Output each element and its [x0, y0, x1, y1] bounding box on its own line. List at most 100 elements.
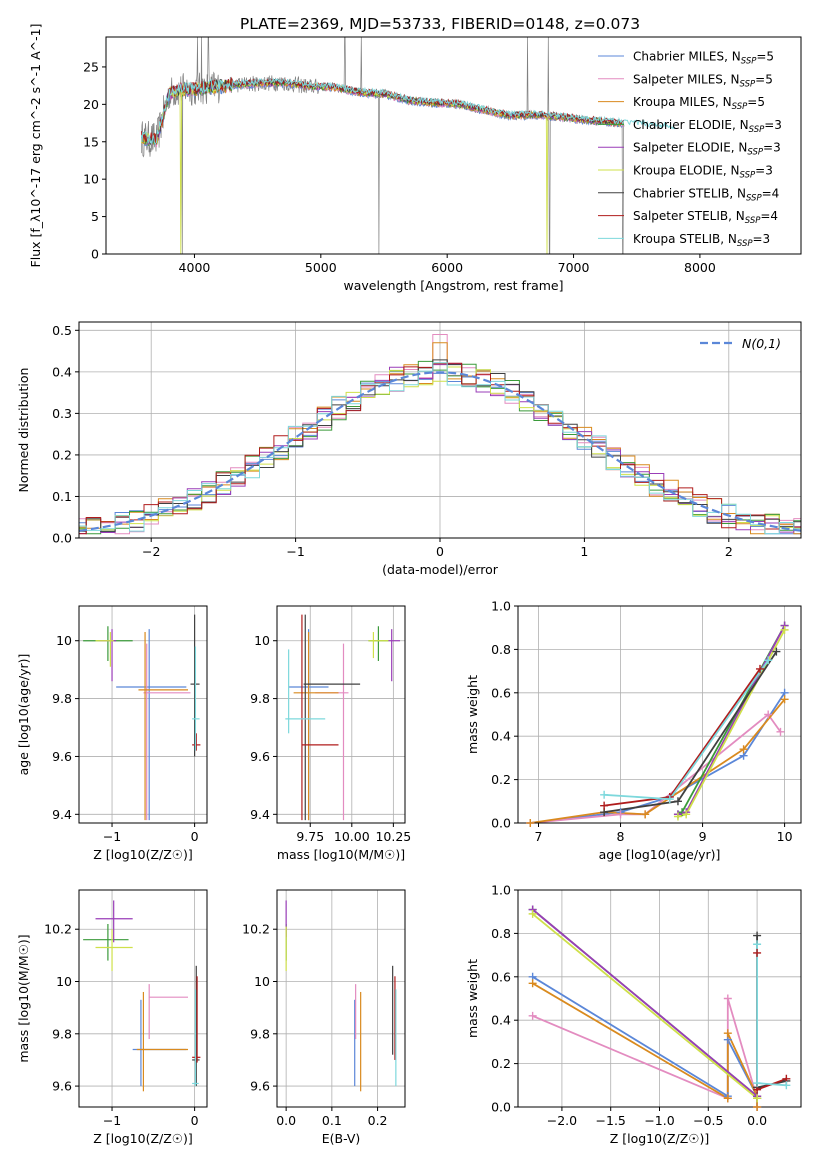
x-tick-label: −1 — [103, 829, 121, 844]
plus-marker — [528, 1011, 537, 1020]
axes-frame — [105, 36, 802, 255]
plus-marker — [782, 1081, 791, 1090]
plus-marker — [682, 810, 691, 819]
plus-marker — [753, 940, 762, 949]
y-axis-label: age [log10(age/yr)] — [16, 654, 31, 776]
legend-label: Kroupa ELODIE, NSSP=3 — [633, 164, 773, 181]
plot-area — [285, 614, 401, 821]
legend-label-value: =4 — [762, 186, 780, 200]
x-tick-label: 7000 — [558, 260, 590, 275]
legend-label: Chabrier STELIB, NSSP=4 — [633, 186, 779, 203]
y-tick-label: 10.2 — [44, 922, 72, 937]
weight-vs-metallicity-panel: −2.0 −1.5 −1.0 −0.5 0.0 0.0 0.2 0.4 0.6 0.8 1.0 Z [… — [465, 883, 802, 1146]
x-tick-label: 1 — [580, 544, 588, 559]
plot-area — [79, 334, 801, 535]
plus-marker — [723, 1094, 732, 1103]
legend-label-subscript: SSP — [732, 102, 748, 112]
residual-histogram-step — [79, 362, 801, 535]
axes-frame — [78, 889, 208, 1108]
y-tick-label: 20 — [83, 97, 99, 112]
legend-label-text: Chabrier ELODIE, N — [633, 118, 749, 132]
legend-label-value: =4 — [760, 209, 778, 223]
legend-label-text: Salpeter STELIB, N — [633, 209, 745, 223]
legend-label-subscript: SSP — [747, 148, 763, 158]
legend-label-subscript: SSP — [740, 79, 756, 89]
legend-label-text: Kroupa STELIB, N — [633, 232, 737, 246]
x-tick-label: 8 — [617, 829, 625, 844]
y-tick-label: 10 — [56, 974, 72, 989]
legend-label-value: =3 — [753, 232, 771, 246]
y-tick-label: 25 — [83, 59, 99, 74]
legend-label-value: =3 — [755, 164, 773, 178]
axes-frame — [276, 889, 406, 1108]
legend-label-subscript: SSP — [749, 125, 765, 135]
plus-marker — [616, 810, 625, 819]
y-tick-label: 10.2 — [242, 922, 270, 937]
y-tick-label: 9.8 — [52, 1026, 72, 1041]
residuals-panel: −2 −1 0 1 2 0.0 0.1 0.2 0.3 0.4 0.5 (data-model)/er… — [16, 321, 802, 577]
y-tick-label: 15 — [83, 134, 99, 149]
y-tick-label: 9.6 — [52, 1079, 72, 1094]
y-tick-label: 1.0 — [491, 883, 511, 898]
x-tick-label: −1.5 — [596, 1113, 626, 1128]
weight-vs-age-panel: 7 8 9 10 0.0 0.2 0.4 0.6 0.8 1.0 age [log10(age/yr… — [465, 599, 802, 862]
plus-marker — [780, 625, 789, 634]
x-axis-label: Z [log10(Z/Z☉)] — [610, 1131, 710, 1146]
y-axis-label: mass weight — [465, 959, 480, 1038]
y-tick-label: 0.0 — [491, 1100, 511, 1115]
x-tick-label: 8000 — [684, 260, 716, 275]
x-axis-label: mass [log10(M/M☉)] — [277, 847, 405, 862]
x-tick-label: 0.2 — [368, 1113, 388, 1128]
x-tick-label: 10.00 — [334, 829, 370, 844]
x-tick-label: 0 — [191, 1113, 199, 1128]
legend-label-value: =5 — [755, 72, 773, 86]
x-tick-label: −1 — [286, 544, 304, 559]
figure-title: PLATE=2369, MJD=53733, FIBERID=0148, z=0… — [240, 15, 640, 33]
model-spectrum-line — [140, 76, 625, 145]
y-tick-label: 9.6 — [250, 749, 270, 764]
x-tick-label: 7 — [535, 829, 543, 844]
legend-label-subscript: SSP — [746, 193, 762, 203]
legend-label-text: Salpeter MILES, N — [633, 72, 740, 86]
plot-area — [285, 900, 397, 1092]
axis-layer: −2.0 −1.5 −1.0 −0.5 0.0 0.0 0.2 0.4 0.6 0.8 1.0 Z [… — [465, 883, 802, 1146]
y-tick-label: 10 — [83, 172, 99, 187]
axes-frame — [78, 605, 208, 824]
plus-marker — [723, 1029, 732, 1038]
legend-label-value: =5 — [747, 95, 765, 109]
plus-marker — [755, 664, 764, 673]
plus-marker — [753, 1079, 762, 1088]
x-tick-label: 2 — [725, 544, 733, 559]
x-tick-label: −2 — [142, 544, 160, 559]
x-axis-label: E(B-V) — [322, 1131, 361, 1146]
y-tick-label: 9.4 — [250, 807, 270, 822]
legend-label: N(0,1) — [742, 336, 781, 351]
y-tick-label: 0.8 — [491, 642, 511, 657]
y-tick-label: 0.5 — [52, 323, 72, 338]
y-tick-label: 5 — [91, 209, 99, 224]
y-tick-label: 0.4 — [491, 1013, 511, 1028]
y-axis-label: Flux [f_λ10^-17 erg cm^-2 s^-1 A^-1] — [28, 24, 43, 268]
x-tick-label: −1.0 — [644, 1113, 674, 1128]
x-tick-label: −2.0 — [547, 1113, 577, 1128]
legend-label-value: =3 — [764, 118, 782, 132]
axis-layer: 0.0 0.1 0.2 9.6 9.8 10 10.2 E(B-V) — [242, 889, 406, 1146]
x-axis-label: (data-model)/error — [382, 562, 499, 577]
legend-label-value: =3 — [763, 141, 781, 155]
plus-marker — [753, 1103, 762, 1111]
residual-histogram-step — [79, 359, 801, 532]
legend-label: Chabrier ELODIE, NSSP=3 — [633, 118, 782, 135]
y-tick-label: 0.2 — [491, 772, 511, 787]
plus-marker — [528, 909, 537, 918]
y-tick-label: 9.6 — [52, 749, 72, 764]
x-axis-label: wavelength [Angstrom, rest frame] — [343, 278, 563, 293]
x-tick-label: 5000 — [305, 260, 337, 275]
legend-label: Salpeter STELIB, NSSP=4 — [633, 209, 778, 226]
x-tick-label: 6000 — [431, 260, 463, 275]
legend-label: Salpeter ELODIE, NSSP=3 — [633, 141, 781, 158]
age-vs-metallicity-panel: −1 0 9.4 9.6 9.8 10 Z [log10(Z/Z☉)] age [log10(… — [16, 605, 208, 862]
y-tick-label: 9.6 — [250, 1079, 270, 1094]
